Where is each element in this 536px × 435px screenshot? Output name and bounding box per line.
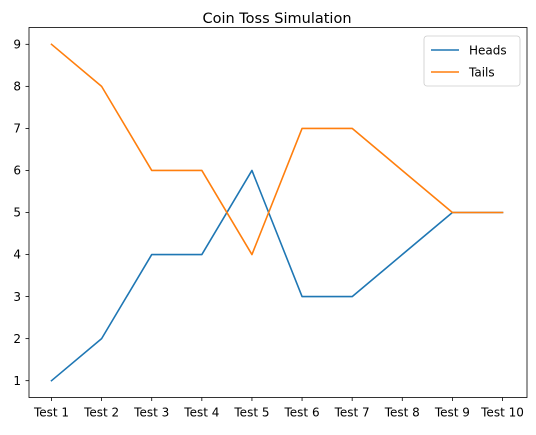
x-tick-label: Test 7 bbox=[334, 406, 370, 420]
y-axis-ticks: 1 2 3 4 5 6 7 8 9 bbox=[13, 38, 29, 388]
legend-tails-label: Tails bbox=[468, 66, 495, 80]
x-tick-label: Test 6 bbox=[284, 406, 320, 420]
x-tick-label: Test 1 bbox=[33, 406, 69, 420]
series-line-tails bbox=[50, 43, 504, 256]
y-tick-label: 7 bbox=[13, 122, 21, 136]
y-tick-label: 8 bbox=[13, 80, 21, 94]
y-tick-label: 2 bbox=[13, 332, 21, 346]
x-tick-label: Test 9 bbox=[434, 406, 470, 420]
y-tick-label: 4 bbox=[13, 248, 21, 262]
x-axis-ticks: Test 1 Test 2 Test 3 Test 4 Test 5 Test 6 Test… bbox=[33, 397, 524, 420]
x-tick-label: Test 4 bbox=[183, 406, 219, 420]
legend-heads-label: Heads bbox=[469, 44, 507, 58]
y-tick-label: 5 bbox=[13, 206, 21, 220]
legend: Heads Tails bbox=[423, 35, 521, 87]
legend-box bbox=[423, 35, 521, 87]
x-tick-label: Test 3 bbox=[133, 406, 169, 420]
y-tick-label: 1 bbox=[13, 374, 21, 388]
series-line-heads bbox=[50, 169, 504, 382]
x-tick-label: Test 8 bbox=[384, 406, 420, 420]
y-tick-label: 9 bbox=[13, 38, 21, 52]
y-tick-label: 6 bbox=[13, 164, 21, 178]
x-tick-label: Test 10 bbox=[480, 406, 524, 420]
x-tick-label: Test 2 bbox=[83, 406, 119, 420]
chart-title: Coin Toss Simulation bbox=[202, 11, 351, 27]
series-layer bbox=[50, 43, 504, 382]
x-tick-label: Test 5 bbox=[233, 406, 269, 420]
y-tick-label: 3 bbox=[13, 290, 21, 304]
